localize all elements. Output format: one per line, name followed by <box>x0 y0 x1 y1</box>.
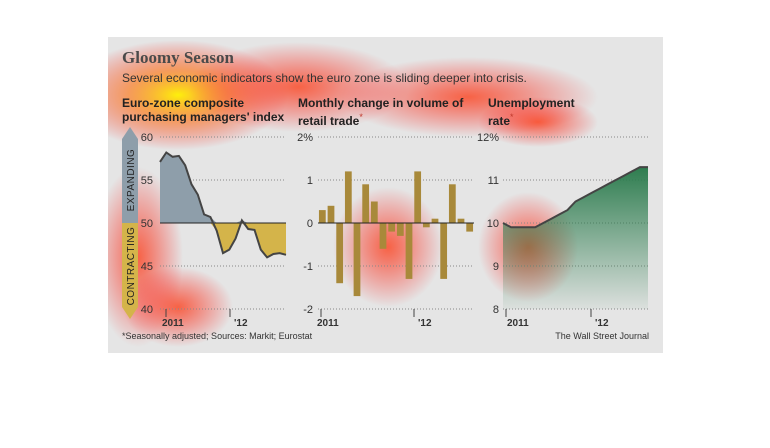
pmi-ytick: 40 <box>141 304 153 316</box>
expanding-arrow <box>122 127 138 223</box>
retail-bar <box>336 223 344 284</box>
retail-bar <box>318 210 326 223</box>
retail-bar <box>353 223 361 297</box>
unemployment-ytick: 12% <box>477 132 499 144</box>
retail-title-line2: retail trade <box>298 114 360 128</box>
pmi-ytick: 60 <box>141 132 153 144</box>
unemployment-area <box>503 167 648 309</box>
contracting-arrow <box>122 223 138 319</box>
retail-ytick: 0 <box>307 218 313 230</box>
pmi-title-line2: purchasing managers' index <box>122 110 285 124</box>
retail-bar <box>344 171 352 223</box>
pmi-xtick: 2011 <box>162 318 184 329</box>
retail-ytick: 1 <box>307 175 313 187</box>
unemployment-ytick: 8 <box>493 304 499 316</box>
pmi-expanding-area <box>160 152 286 223</box>
retail-bar <box>405 223 413 279</box>
pmi-title-line1: Euro-zone composite <box>122 96 245 110</box>
contracting-label: CONTRACTING <box>126 227 137 306</box>
retail-bar <box>362 184 370 223</box>
retail-xtick: 2011 <box>317 318 339 329</box>
retail-xtick: '12 <box>418 318 432 329</box>
unemployment-panel-title: Unemployment rate* <box>488 96 575 128</box>
retail-title-line1: Monthly change in volume of <box>298 96 464 110</box>
pmi-panel-title: Euro-zone composite purchasing managers'… <box>122 96 284 124</box>
unemployment-title-mark: * <box>510 112 514 122</box>
footnote: *Seasonally adjusted; Sources: Markit; E… <box>122 331 313 341</box>
pmi-chart: 60 55 50 45 40 EXPANDING CONTRACTING 2011 '12 2% 1… <box>122 127 648 329</box>
unemployment-ytick: 9 <box>493 261 499 273</box>
retail-ytick: -2 <box>303 304 313 316</box>
unemployment-title-line2: rate <box>488 114 511 128</box>
chart-title: Gloomy Season <box>122 48 234 67</box>
chart-panel: Gloomy Season Several economic indicator… <box>108 37 663 353</box>
pmi-line <box>159 151 287 259</box>
retail-bar <box>431 218 439 223</box>
unemployment-ytick: 10 <box>487 218 499 230</box>
retail-bar <box>440 223 448 279</box>
retail-bar <box>414 171 422 223</box>
pmi-ytick: 50 <box>141 218 153 230</box>
pmi-ytick: 45 <box>141 261 153 273</box>
retail-bar <box>457 218 465 223</box>
unemployment-title-line1: Unemployment <box>488 96 575 110</box>
expanding-label: EXPANDING <box>126 149 137 212</box>
credit: The Wall Street Journal <box>555 331 649 341</box>
unemployment-xtick: 2011 <box>507 318 529 329</box>
pmi-contracting-area <box>160 223 286 258</box>
pmi-ytick: 55 <box>141 175 153 187</box>
retail-bar <box>396 223 404 236</box>
retail-title-mark: * <box>359 112 363 122</box>
retail-bar <box>388 223 396 232</box>
retail-bar <box>379 223 387 249</box>
pmi-xtick: '12 <box>234 318 248 329</box>
unemployment-line <box>502 166 648 229</box>
retail-bar <box>327 205 335 223</box>
retail-ytick: -1 <box>303 261 313 273</box>
retail-panel-title: Monthly change in volume of retail trade… <box>298 96 463 128</box>
unemployment-xtick: '12 <box>595 318 609 329</box>
retail-bar <box>448 184 456 223</box>
retail-bar <box>422 223 430 228</box>
retail-bar <box>466 223 474 232</box>
retail-ytick: 2% <box>297 132 313 144</box>
chart-subtitle: Several economic indicators show the eur… <box>122 71 527 85</box>
retail-bar <box>370 201 378 223</box>
unemployment-ytick: 11 <box>488 175 499 187</box>
